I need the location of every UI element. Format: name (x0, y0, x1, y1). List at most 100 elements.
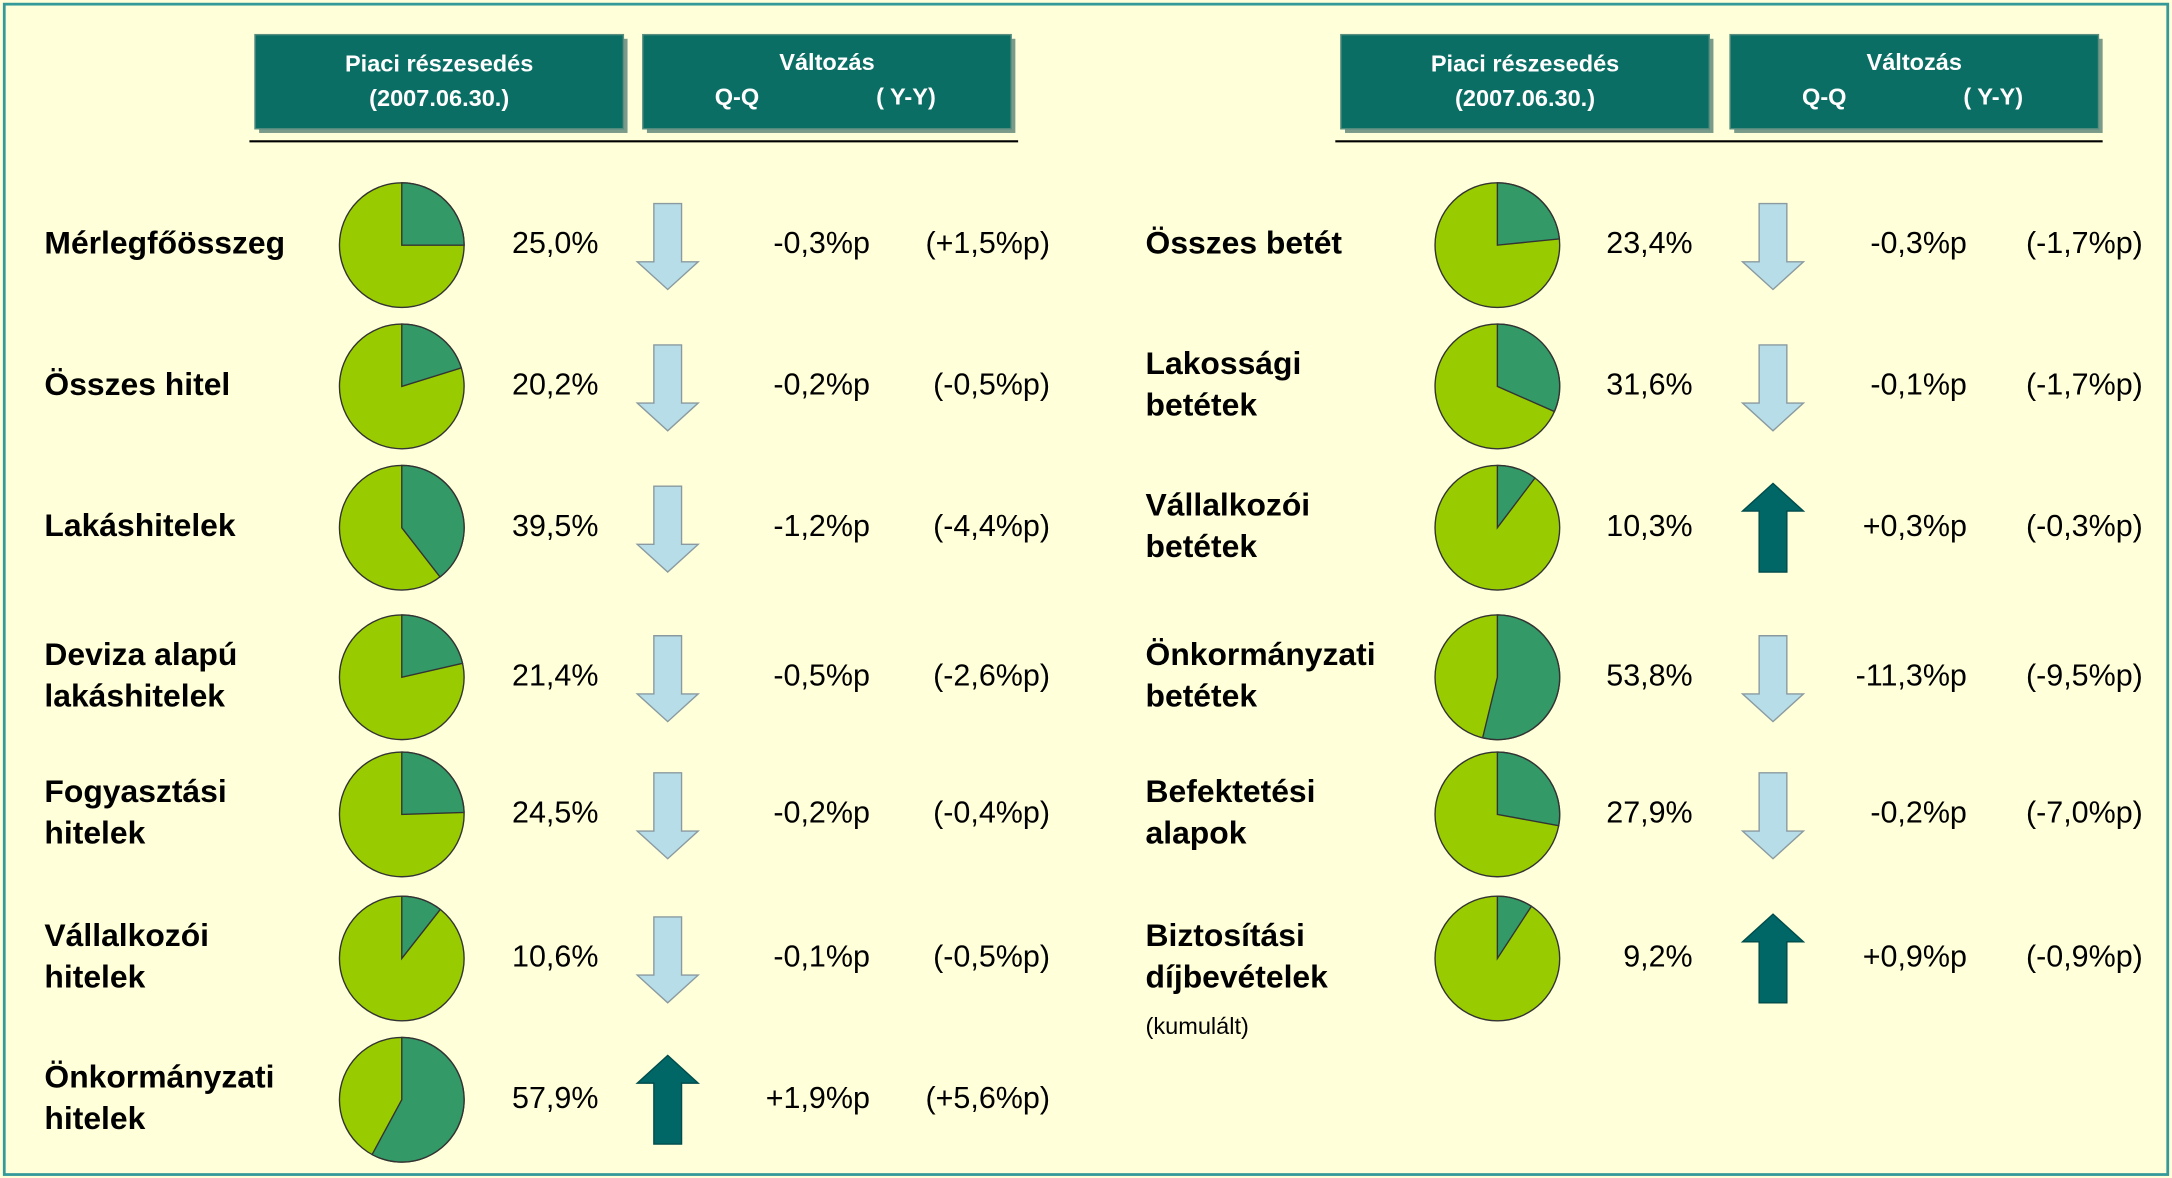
qq-value: -1,2%p (773, 509, 870, 543)
header-box (1729, 33, 2100, 130)
header-box (254, 33, 625, 130)
share-value: 24,5% (512, 795, 598, 829)
row-label: betétek (1146, 387, 1258, 423)
qq-value: -0,3%p (773, 226, 870, 260)
yy-value: (-0,5%p) (933, 367, 1050, 401)
share-value: 31,6% (1606, 367, 1692, 401)
pie-slice (401, 182, 465, 246)
qq-value: -0,1%p (1870, 367, 1967, 401)
pie-slice (1496, 464, 1536, 530)
header-text: Változás (779, 49, 874, 75)
row-label: lakáshitelek (44, 677, 225, 713)
row-label: Biztosítási (1146, 917, 1305, 953)
row-label: díjbevételek (1146, 959, 1329, 995)
arrow-up (1740, 482, 1806, 573)
yy-value: (+1,5%p) (926, 226, 1050, 260)
arrow-down (635, 202, 700, 291)
qq-value: -0,1%p (773, 940, 870, 974)
row-label: Összes betét (1146, 225, 1343, 261)
share-value: 53,8% (1606, 658, 1692, 692)
row-label: hitelek (44, 959, 145, 995)
pie-slice (401, 464, 465, 578)
arrow-down (1740, 202, 1806, 291)
pie-slice (1481, 614, 1561, 741)
share-value: 10,3% (1606, 509, 1692, 543)
pie-slice (1496, 895, 1533, 961)
arrow-down (1740, 635, 1806, 723)
row-note: (kumulált) (1146, 1013, 1249, 1039)
header-text: ( Y-Y) (876, 84, 936, 110)
qq-value: -0,2%p (1870, 795, 1967, 829)
arrow-up (635, 1054, 700, 1145)
yy-value: (-9,5%p) (2026, 658, 2143, 692)
share-value: 9,2% (1623, 940, 1692, 974)
yy-value: (-0,9%p) (2026, 940, 2143, 974)
pie-slice (371, 1036, 465, 1163)
header-text: ( Y-Y) (1963, 84, 2023, 110)
qq-value: +0,9%p (1863, 940, 1967, 974)
pie-slice (401, 614, 464, 679)
row-label: Vállalkozói (44, 917, 209, 953)
row-label: Önkormányzati (44, 1058, 274, 1094)
header-text: (2007.06.30.) (369, 85, 509, 111)
pie-slice (401, 751, 465, 816)
arrow-down (635, 485, 700, 573)
qq-value: -0,5%p (773, 658, 870, 692)
share-value: 23,4% (1606, 226, 1692, 260)
row-label: Lakossági (1146, 345, 1302, 381)
yy-value: (-0,5%p) (933, 940, 1050, 974)
arrow-down (635, 344, 700, 432)
qq-value: +0,3%p (1863, 509, 1967, 543)
yy-value: (-0,4%p) (933, 795, 1050, 829)
arrow-down (635, 635, 700, 723)
qq-value: -0,2%p (773, 795, 870, 829)
arrow-down (1740, 344, 1806, 432)
header-text: Piaci részesedés (1431, 50, 1619, 76)
yy-value: (-2,6%p) (933, 658, 1050, 692)
row-label: Összes hitel (44, 366, 230, 402)
row-label: Fogyasztási (44, 773, 226, 809)
header-text: Piaci részesedés (345, 50, 533, 76)
share-value: 10,6% (512, 940, 598, 974)
arrow-down (635, 916, 700, 1004)
row-label: Lakáshitelek (44, 507, 235, 543)
header-text: Q-Q (715, 84, 759, 110)
yy-value: (-1,7%p) (2026, 226, 2143, 260)
header-box (642, 33, 1012, 130)
pie-slice (1496, 751, 1561, 827)
row-label: betétek (1146, 677, 1258, 713)
row-label: Vállalkozói (1146, 486, 1311, 522)
share-value: 20,2% (512, 367, 598, 401)
qq-value: +1,9%p (766, 1081, 870, 1115)
qq-value: -11,3%p (1856, 658, 1967, 692)
yy-value: (-7,0%p) (2026, 795, 2143, 829)
share-value: 57,9% (512, 1081, 598, 1115)
share-value: 21,4% (512, 658, 598, 692)
yy-value: (+5,6%p) (926, 1081, 1050, 1115)
row-label: Önkormányzati (1146, 636, 1376, 672)
share-value: 39,5% (512, 509, 598, 543)
yy-value: (-4,4%p) (933, 509, 1050, 543)
arrow-down (1740, 772, 1806, 860)
row-label: alapok (1146, 815, 1247, 851)
yy-value: (-0,3%p) (2026, 509, 2143, 543)
pie-slice (401, 323, 463, 388)
row-label: Deviza alapú (44, 636, 237, 672)
yy-value: (-1,7%p) (2026, 367, 2143, 401)
header-text: Q-Q (1802, 84, 1846, 110)
share-value: 25,0% (512, 226, 598, 260)
arrow-up (1740, 913, 1806, 1004)
row-label: Mérlegfőösszeg (44, 225, 285, 261)
row-label: hitelek (44, 1100, 145, 1136)
share-value: 27,9% (1606, 795, 1692, 829)
pie-slice (1496, 182, 1561, 246)
pie-slice (401, 895, 442, 961)
header-box (1340, 33, 1710, 130)
qq-value: -0,2%p (773, 367, 870, 401)
arrow-down (635, 772, 700, 860)
qq-value: -0,3%p (1870, 226, 1967, 260)
row-label: betétek (1146, 528, 1258, 564)
